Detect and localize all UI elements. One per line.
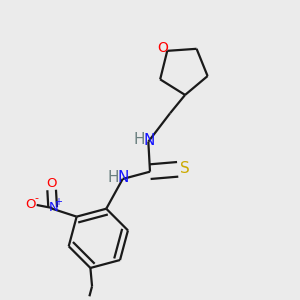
Text: N: N (49, 201, 58, 214)
Text: -: - (34, 193, 39, 203)
Text: S: S (180, 161, 190, 176)
Text: O: O (158, 41, 168, 55)
Text: H: H (108, 169, 119, 184)
Text: H: H (133, 132, 145, 147)
Text: N: N (118, 170, 129, 185)
Text: N: N (144, 133, 155, 148)
Text: O: O (47, 178, 57, 190)
Text: +: + (54, 197, 62, 207)
Text: O: O (25, 198, 36, 211)
